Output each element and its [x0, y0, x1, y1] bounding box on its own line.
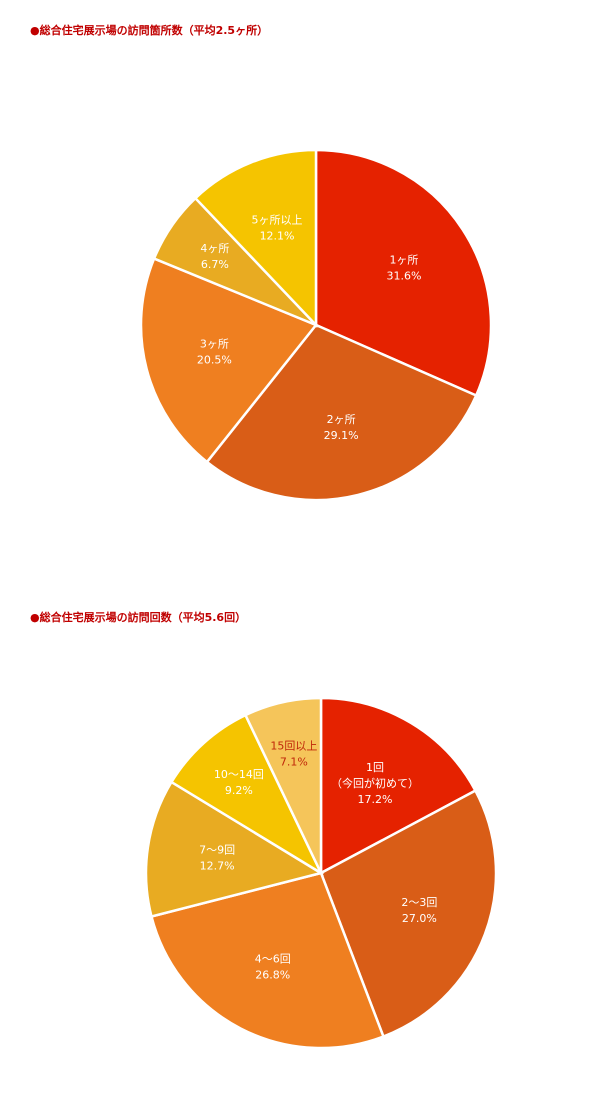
pie-slice	[205, 323, 478, 502]
chart-title: ●総合住宅展示場の訪問箇所数（平均2.5ヶ所）	[30, 23, 268, 37]
pie-slice	[314, 148, 493, 398]
value-label: 20.5%	[197, 353, 232, 366]
slice-label: 2〜3回	[401, 896, 437, 909]
value-label: 29.1%	[324, 429, 359, 442]
pie-slice	[139, 256, 319, 464]
value-label: 26.8%	[255, 968, 290, 981]
pie-slice	[193, 148, 318, 329]
value-label: 7.1%	[280, 756, 308, 769]
slice-label: 7〜9回	[199, 844, 235, 857]
pie-slice	[144, 780, 325, 919]
value-label: 9.2%	[225, 784, 253, 797]
slice-label: 1ヶ所	[389, 254, 418, 267]
value-label: 17.2%	[358, 793, 393, 806]
value-label: 12.7%	[200, 860, 235, 873]
slice-label: 4〜6回	[255, 952, 291, 965]
slice-label: 10〜14回	[214, 768, 264, 781]
slice-label: 4ヶ所	[200, 242, 229, 255]
slice-label: 1回（今回が初めて）	[331, 761, 419, 790]
slice-label: 15回以上	[270, 740, 317, 753]
chart-title: ●総合住宅展示場の訪問回数（平均5.6回）	[30, 610, 246, 624]
slice-label: 5ヶ所以上	[252, 213, 303, 226]
slice-label: 2ヶ所	[327, 413, 356, 426]
pie-slice	[169, 713, 324, 877]
slice-label: 3ヶ所	[200, 337, 229, 350]
value-label: 12.1%	[260, 229, 295, 242]
pie-slice	[319, 696, 478, 876]
value-label: 6.7%	[201, 258, 229, 271]
pie-slice	[149, 871, 385, 1050]
value-label: 27.0%	[402, 912, 437, 925]
value-label: 31.6%	[386, 270, 421, 283]
pie-slice	[243, 696, 323, 874]
pie-slice	[319, 788, 498, 1039]
